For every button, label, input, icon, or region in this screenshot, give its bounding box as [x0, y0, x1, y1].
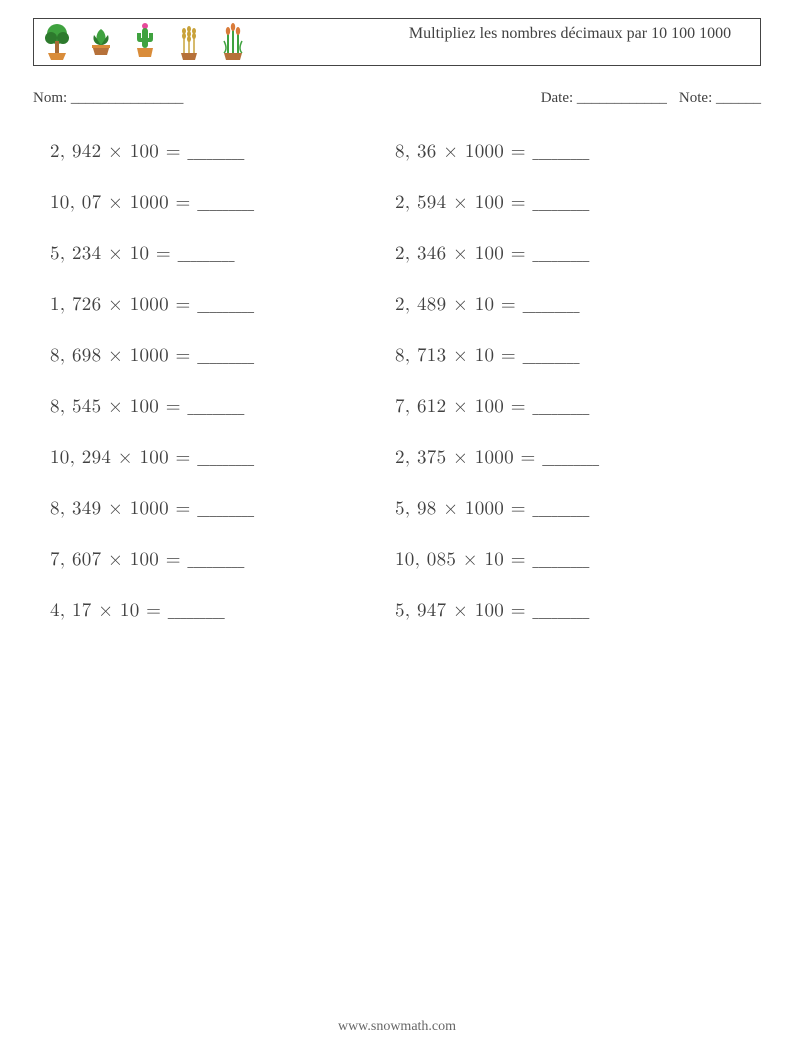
header-icons: [34, 23, 248, 61]
problem-cell: 2, 594 × 100 = _________: [395, 191, 740, 214]
tree-icon: [42, 23, 72, 61]
problem-cell: 4, 17 × 10 = _________: [50, 599, 395, 622]
problem-cell: 5, 234 × 10 = _________: [50, 242, 395, 265]
answer-blank: _________: [197, 448, 254, 467]
equation-text: 10, 07 × 1000 =: [50, 193, 197, 212]
note-blank: ______: [716, 90, 761, 106]
answer-blank: _________: [532, 397, 589, 416]
problem-cell: 8, 36 × 1000 = _________: [395, 140, 740, 163]
equation-text: 10, 294 × 100 =: [50, 448, 197, 467]
problem-cell: 2, 942 × 100 = _________: [50, 140, 395, 163]
name-blank: _______________: [71, 90, 184, 106]
answer-blank: _________: [187, 142, 244, 161]
worksheet-title: Multipliez les nombres décimaux par 10 1…: [390, 24, 750, 43]
problem-row: 8, 698 × 1000 = _________8, 713 × 10 = _…: [50, 344, 740, 367]
answer-blank: _________: [532, 142, 589, 161]
problem-cell: 1, 726 × 1000 = _________: [50, 293, 395, 316]
equation-text: 8, 36 × 1000 =: [395, 142, 532, 161]
answer-blank: _________: [187, 550, 244, 569]
note-field: Note: ______: [679, 90, 761, 107]
answer-blank: _________: [168, 601, 225, 620]
problem-cell: 8, 698 × 1000 = _________: [50, 344, 395, 367]
succulent-icon: [86, 23, 116, 61]
equation-text: 7, 607 × 100 =: [50, 550, 187, 569]
answer-blank: _________: [178, 244, 235, 263]
equation-text: 4, 17 × 10 =: [50, 601, 168, 620]
problems-grid: 2, 942 × 100 = _________8, 36 × 1000 = _…: [50, 140, 740, 650]
problem-cell: 10, 085 × 10 = _________: [395, 548, 740, 571]
date-field: Date: ____________: [541, 90, 667, 107]
equation-text: 5, 234 × 10 =: [50, 244, 178, 263]
problem-row: 4, 17 × 10 = _________5, 947 × 100 = ___…: [50, 599, 740, 622]
answer-blank: _________: [532, 193, 589, 212]
equation-text: 2, 942 × 100 =: [50, 142, 187, 161]
problem-cell: 8, 349 × 1000 = _________: [50, 497, 395, 520]
problem-row: 10, 294 × 100 = _________2, 375 × 1000 =…: [50, 446, 740, 469]
reeds-icon: [218, 23, 248, 61]
wheat-icon: [174, 23, 204, 61]
answer-blank: _________: [197, 499, 254, 518]
problem-row: 2, 942 × 100 = _________8, 36 × 1000 = _…: [50, 140, 740, 163]
problem-cell: 5, 947 × 100 = _________: [395, 599, 740, 622]
answer-blank: _________: [532, 499, 589, 518]
answer-blank: _________: [523, 346, 580, 365]
answer-blank: _________: [187, 397, 244, 416]
answer-blank: _________: [197, 346, 254, 365]
problem-cell: 2, 346 × 100 = _________: [395, 242, 740, 265]
equation-text: 2, 594 × 100 =: [395, 193, 532, 212]
header-box: Multipliez les nombres décimaux par 10 1…: [33, 18, 761, 66]
answer-blank: _________: [542, 448, 599, 467]
problem-row: 1, 726 × 1000 = _________2, 489 × 10 = _…: [50, 293, 740, 316]
equation-text: 2, 489 × 10 =: [395, 295, 523, 314]
equation-text: 1, 726 × 1000 =: [50, 295, 197, 314]
answer-blank: _________: [197, 193, 254, 212]
problem-cell: 2, 375 × 1000 = _________: [395, 446, 740, 469]
meta-row: Nom: _______________ Date: ____________ …: [33, 90, 761, 107]
name-field: Nom: _______________: [33, 90, 183, 107]
date-label: Date:: [541, 90, 573, 106]
equation-text: 10, 085 × 10 =: [395, 550, 532, 569]
problem-row: 5, 234 × 10 = _________2, 346 × 100 = __…: [50, 242, 740, 265]
name-label: Nom:: [33, 90, 67, 106]
answer-blank: _________: [197, 295, 254, 314]
problem-cell: 8, 713 × 10 = _________: [395, 344, 740, 367]
answer-blank: _________: [523, 295, 580, 314]
problem-cell: 10, 294 × 100 = _________: [50, 446, 395, 469]
equation-text: 2, 375 × 1000 =: [395, 448, 542, 467]
problem-cell: 8, 545 × 100 = _________: [50, 395, 395, 418]
problem-row: 10, 07 × 1000 = _________2, 594 × 100 = …: [50, 191, 740, 214]
equation-text: 5, 947 × 100 =: [395, 601, 532, 620]
equation-text: 2, 346 × 100 =: [395, 244, 532, 263]
worksheet-page: Multipliez les nombres décimaux par 10 1…: [0, 0, 794, 1053]
answer-blank: _________: [532, 244, 589, 263]
problem-cell: 2, 489 × 10 = _________: [395, 293, 740, 316]
equation-text: 8, 713 × 10 =: [395, 346, 523, 365]
problem-cell: 10, 07 × 1000 = _________: [50, 191, 395, 214]
cactus-icon: [130, 23, 160, 61]
equation-text: 8, 545 × 100 =: [50, 397, 187, 416]
answer-blank: _________: [532, 601, 589, 620]
footer-url: www.snowmath.com: [0, 1019, 794, 1035]
problem-row: 8, 545 × 100 = _________7, 612 × 100 = _…: [50, 395, 740, 418]
problem-row: 7, 607 × 100 = _________10, 085 × 10 = _…: [50, 548, 740, 571]
equation-text: 8, 698 × 1000 =: [50, 346, 197, 365]
problem-cell: 7, 612 × 100 = _________: [395, 395, 740, 418]
equation-text: 5, 98 × 1000 =: [395, 499, 532, 518]
answer-blank: _________: [532, 550, 589, 569]
equation-text: 7, 612 × 100 =: [395, 397, 532, 416]
note-label: Note:: [679, 90, 712, 106]
date-blank: ____________: [577, 90, 667, 106]
problem-cell: 7, 607 × 100 = _________: [50, 548, 395, 571]
problem-cell: 5, 98 × 1000 = _________: [395, 497, 740, 520]
equation-text: 8, 349 × 1000 =: [50, 499, 197, 518]
problem-row: 8, 349 × 1000 = _________5, 98 × 1000 = …: [50, 497, 740, 520]
